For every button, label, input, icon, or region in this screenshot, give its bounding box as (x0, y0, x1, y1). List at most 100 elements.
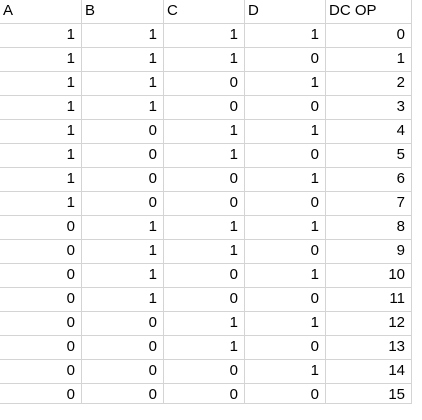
cell-d[interactable]: 1 (245, 312, 326, 336)
cell-c[interactable]: 1 (164, 144, 245, 168)
cell-b[interactable]: 0 (82, 384, 164, 404)
cell-c[interactable]: 0 (164, 384, 245, 404)
cell-c[interactable]: 1 (164, 48, 245, 72)
cell-a[interactable]: 0 (0, 384, 82, 404)
cell-d[interactable]: 1 (245, 216, 326, 240)
cell-d[interactable]: 0 (245, 96, 326, 120)
header-cell-d[interactable]: D (245, 0, 326, 24)
cell-a[interactable]: 0 (0, 360, 82, 384)
cell-c[interactable]: 0 (164, 192, 245, 216)
cell-dc-op[interactable]: 11 (326, 288, 412, 312)
cell-b[interactable]: 0 (82, 120, 164, 144)
cell-a[interactable]: 1 (0, 144, 82, 168)
cell-a[interactable]: 0 (0, 240, 82, 264)
cell-d[interactable]: 1 (245, 24, 326, 48)
cell-a[interactable]: 1 (0, 72, 82, 96)
cell-d[interactable]: 0 (245, 192, 326, 216)
header-row: A B C D DC OP (0, 0, 422, 24)
cell-b[interactable]: 1 (82, 48, 164, 72)
cell-b[interactable]: 1 (82, 24, 164, 48)
cell-b[interactable]: 0 (82, 144, 164, 168)
cell-a[interactable]: 1 (0, 192, 82, 216)
cell-c[interactable]: 1 (164, 120, 245, 144)
cell-d[interactable]: 0 (245, 384, 326, 404)
cell-dc-op[interactable]: 15 (326, 384, 412, 404)
cell-a[interactable]: 0 (0, 336, 82, 360)
cell-b[interactable]: 1 (82, 216, 164, 240)
table-row: 0 0 0 1 14 (0, 360, 422, 384)
cell-c[interactable]: 0 (164, 288, 245, 312)
cell-d[interactable]: 1 (245, 168, 326, 192)
cell-c[interactable]: 1 (164, 24, 245, 48)
cell-a[interactable]: 0 (0, 216, 82, 240)
cell-d[interactable]: 0 (245, 48, 326, 72)
table-row: 0 1 0 0 11 (0, 288, 422, 312)
cell-c[interactable]: 1 (164, 216, 245, 240)
cell-dc-op[interactable]: 0 (326, 24, 412, 48)
cell-c[interactable]: 0 (164, 72, 245, 96)
cell-a[interactable]: 1 (0, 48, 82, 72)
cell-c[interactable]: 0 (164, 168, 245, 192)
table-row: 0 0 1 1 12 (0, 312, 422, 336)
cell-c[interactable]: 0 (164, 264, 245, 288)
cell-dc-op[interactable]: 2 (326, 72, 412, 96)
cell-dc-op[interactable]: 7 (326, 192, 412, 216)
cell-b[interactable]: 0 (82, 360, 164, 384)
cell-c[interactable]: 1 (164, 312, 245, 336)
cell-b[interactable]: 0 (82, 192, 164, 216)
cell-b[interactable]: 1 (82, 288, 164, 312)
cell-dc-op[interactable]: 13 (326, 336, 412, 360)
cell-b[interactable]: 1 (82, 264, 164, 288)
cell-c[interactable]: 1 (164, 240, 245, 264)
cell-a[interactable]: 0 (0, 312, 82, 336)
header-cell-c[interactable]: C (164, 0, 245, 24)
cell-dc-op[interactable]: 8 (326, 216, 412, 240)
cell-b[interactable]: 0 (82, 168, 164, 192)
cell-a[interactable]: 0 (0, 264, 82, 288)
cell-b[interactable]: 0 (82, 336, 164, 360)
cell-dc-op[interactable]: 6 (326, 168, 412, 192)
cell-d[interactable]: 0 (245, 144, 326, 168)
cell-b[interactable]: 1 (82, 96, 164, 120)
table-row: 0 0 1 0 13 (0, 336, 422, 360)
cell-a[interactable]: 1 (0, 24, 82, 48)
cell-b[interactable]: 1 (82, 240, 164, 264)
cell-c[interactable]: 0 (164, 96, 245, 120)
cell-d[interactable]: 0 (245, 336, 326, 360)
cell-d[interactable]: 1 (245, 360, 326, 384)
cell-dc-op[interactable]: 9 (326, 240, 412, 264)
cell-d[interactable]: 1 (245, 264, 326, 288)
cell-c[interactable]: 1 (164, 336, 245, 360)
cell-dc-op[interactable]: 4 (326, 120, 412, 144)
cell-c[interactable]: 0 (164, 360, 245, 384)
cell-dc-op[interactable]: 3 (326, 96, 412, 120)
cell-d[interactable]: 1 (245, 72, 326, 96)
cell-d[interactable]: 0 (245, 288, 326, 312)
cell-b[interactable]: 1 (82, 72, 164, 96)
cell-a[interactable]: 0 (0, 288, 82, 312)
cell-a[interactable]: 1 (0, 120, 82, 144)
cell-a[interactable]: 1 (0, 96, 82, 120)
table-row: 0 0 0 0 15 (0, 384, 422, 408)
cell-b[interactable]: 0 (82, 312, 164, 336)
header-cell-a[interactable]: A (0, 0, 82, 24)
cell-dc-op[interactable]: 14 (326, 360, 412, 384)
cell-d[interactable]: 0 (245, 240, 326, 264)
header-cell-b[interactable]: B (82, 0, 164, 24)
cell-dc-op[interactable]: 10 (326, 264, 412, 288)
cell-dc-op[interactable]: 1 (326, 48, 412, 72)
cell-dc-op[interactable]: 5 (326, 144, 412, 168)
header-cell-dc-op[interactable]: DC OP (326, 0, 412, 24)
cell-dc-op[interactable]: 12 (326, 312, 412, 336)
cell-a[interactable]: 1 (0, 168, 82, 192)
cell-d[interactable]: 1 (245, 120, 326, 144)
